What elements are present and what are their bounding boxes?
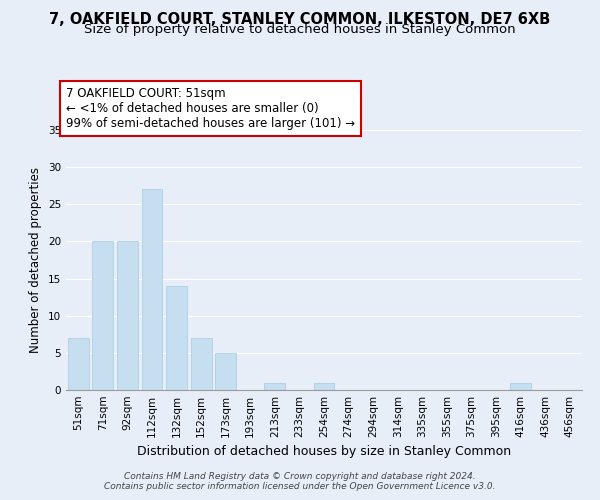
Text: Contains HM Land Registry data © Crown copyright and database right 2024.: Contains HM Land Registry data © Crown c…: [124, 472, 476, 481]
Text: 7 OAKFIELD COURT: 51sqm
← <1% of detached houses are smaller (0)
99% of semi-det: 7 OAKFIELD COURT: 51sqm ← <1% of detache…: [66, 87, 355, 130]
Text: Contains public sector information licensed under the Open Government Licence v3: Contains public sector information licen…: [104, 482, 496, 491]
Bar: [92, 242, 113, 390]
Text: 7, OAKFIELD COURT, STANLEY COMMON, ILKESTON, DE7 6XB: 7, OAKFIELD COURT, STANLEY COMMON, ILKES…: [49, 12, 551, 28]
Bar: [117, 242, 138, 390]
Text: Size of property relative to detached houses in Stanley Common: Size of property relative to detached ho…: [84, 24, 516, 36]
X-axis label: Distribution of detached houses by size in Stanley Common: Distribution of detached houses by size …: [137, 446, 511, 458]
Bar: [142, 190, 163, 390]
Bar: [510, 382, 531, 390]
Bar: [68, 338, 89, 390]
Bar: [265, 382, 286, 390]
Bar: [166, 286, 187, 390]
Bar: [314, 382, 334, 390]
Bar: [191, 338, 212, 390]
Bar: [215, 353, 236, 390]
Y-axis label: Number of detached properties: Number of detached properties: [29, 167, 43, 353]
